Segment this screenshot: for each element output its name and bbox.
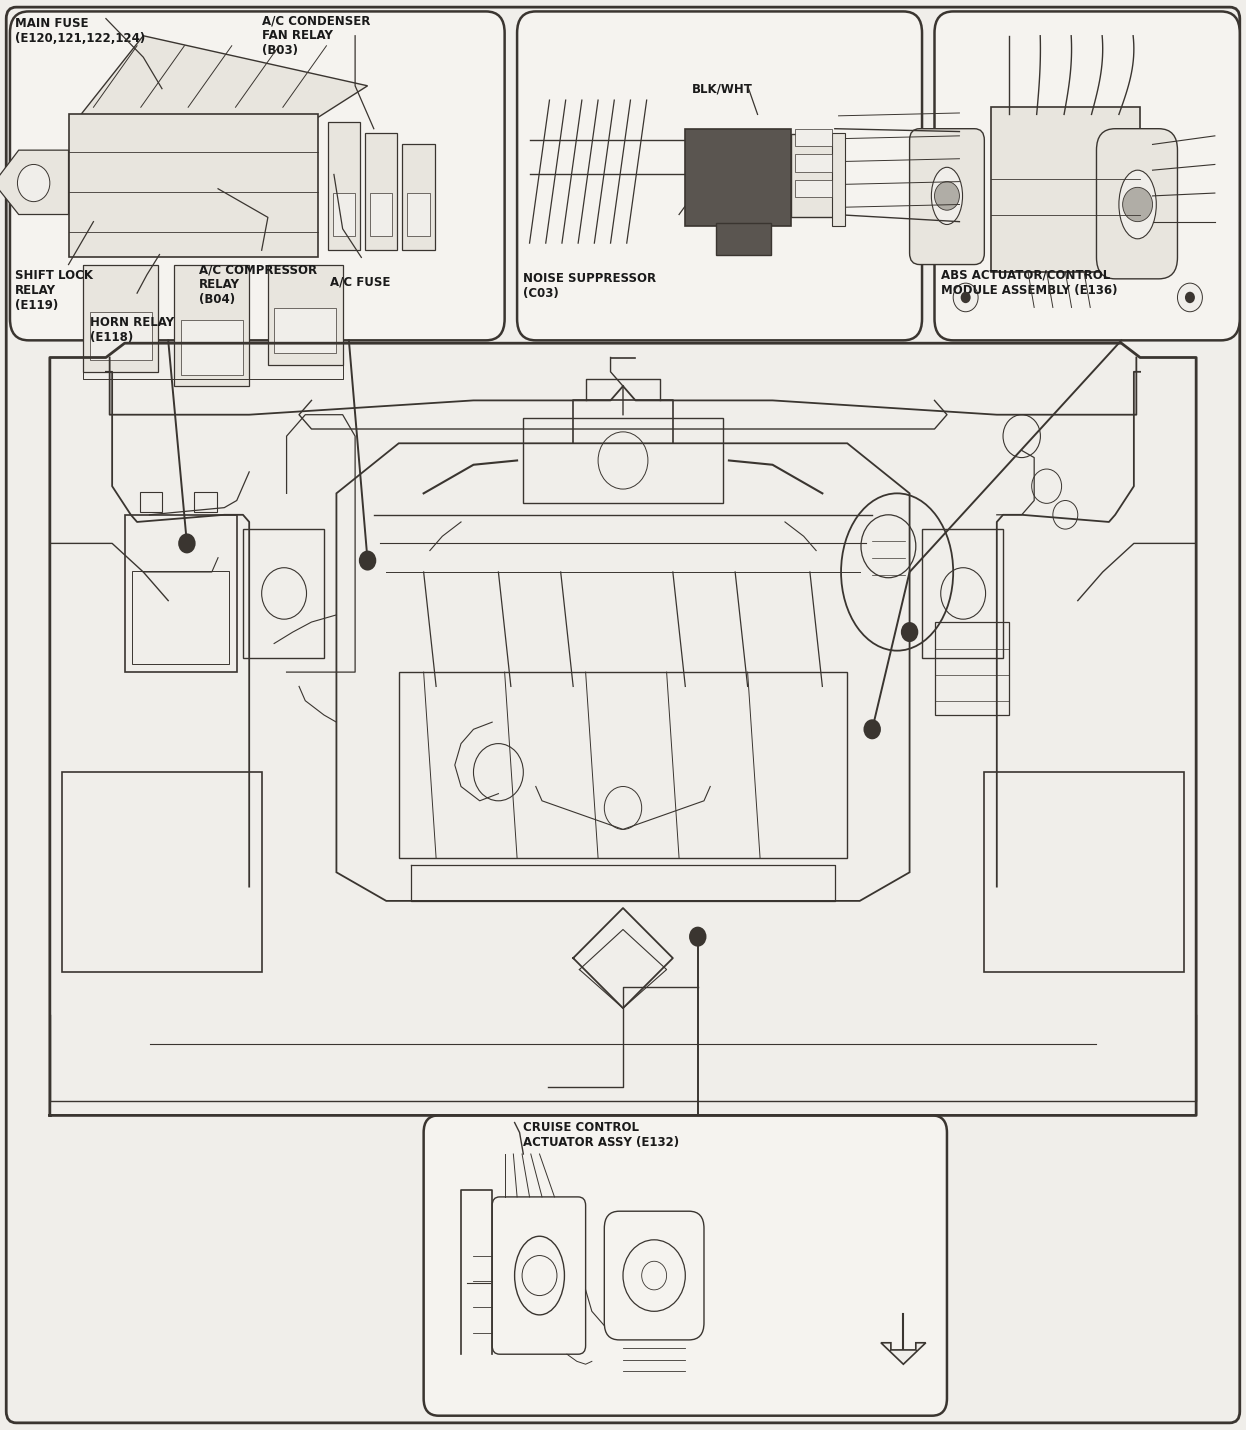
Circle shape <box>17 164 50 202</box>
Text: SHIFT LOCK
RELAY
(E119): SHIFT LOCK RELAY (E119) <box>15 269 93 312</box>
Bar <box>407 193 430 236</box>
Circle shape <box>359 551 376 571</box>
Bar <box>90 312 152 360</box>
Bar <box>365 133 397 250</box>
Circle shape <box>863 719 881 739</box>
Bar <box>934 622 1009 715</box>
FancyBboxPatch shape <box>910 129 984 265</box>
Circle shape <box>934 182 959 210</box>
Bar <box>523 418 723 503</box>
Text: A/C COMPRESSOR
RELAY
(B04): A/C COMPRESSOR RELAY (B04) <box>199 263 318 306</box>
Text: HORN RELAY
(E118): HORN RELAY (E118) <box>90 316 174 345</box>
Bar <box>795 129 832 146</box>
Bar <box>991 107 1140 272</box>
Circle shape <box>961 292 971 303</box>
Text: A/C CONDENSER
FAN RELAY
(B03): A/C CONDENSER FAN RELAY (B03) <box>262 14 370 57</box>
Circle shape <box>1177 283 1202 312</box>
Circle shape <box>689 927 706 947</box>
Text: MAIN FUSE
(E120,121,122,124): MAIN FUSE (E120,121,122,124) <box>15 17 146 46</box>
Bar <box>795 154 832 172</box>
Text: A/C FUSE: A/C FUSE <box>330 276 390 289</box>
Bar <box>194 492 217 512</box>
Circle shape <box>1185 292 1195 303</box>
Bar <box>62 772 262 972</box>
Bar <box>69 114 318 257</box>
FancyBboxPatch shape <box>1096 129 1177 279</box>
FancyBboxPatch shape <box>10 11 505 340</box>
Bar <box>791 134 839 217</box>
Bar <box>370 193 392 236</box>
FancyBboxPatch shape <box>424 1115 947 1416</box>
Bar <box>181 320 243 375</box>
Bar <box>832 133 845 226</box>
Bar <box>243 529 324 658</box>
Bar <box>132 571 229 664</box>
Text: ABS ACTUATOR/CONTROL
MODULE ASSEMBLY (E136): ABS ACTUATOR/CONTROL MODULE ASSEMBLY (E1… <box>941 269 1118 297</box>
Text: BLK: BLK <box>716 172 743 184</box>
Bar <box>328 122 360 250</box>
Ellipse shape <box>1119 170 1156 239</box>
Bar <box>399 672 847 858</box>
Bar <box>795 180 832 197</box>
Polygon shape <box>0 150 69 214</box>
Text: CRUISE CONTROL
ACTUATOR ASSY (E132): CRUISE CONTROL ACTUATOR ASSY (E132) <box>523 1121 679 1150</box>
Bar <box>268 265 343 365</box>
FancyBboxPatch shape <box>934 11 1240 340</box>
Bar <box>274 309 336 353</box>
Bar <box>685 129 791 226</box>
Text: NOISE SUPPRESSOR
(C03): NOISE SUPPRESSOR (C03) <box>523 272 657 300</box>
Polygon shape <box>81 36 368 122</box>
Bar <box>125 515 237 672</box>
Circle shape <box>1123 187 1153 222</box>
FancyBboxPatch shape <box>517 11 922 340</box>
Bar <box>333 193 355 236</box>
Ellipse shape <box>931 167 963 225</box>
Bar <box>402 144 435 250</box>
Bar <box>174 265 249 386</box>
Bar <box>140 492 162 512</box>
Bar <box>922 529 1003 658</box>
Circle shape <box>953 283 978 312</box>
Bar <box>984 772 1184 972</box>
Circle shape <box>901 622 918 642</box>
Text: BLK/WHT: BLK/WHT <box>692 83 753 96</box>
Circle shape <box>178 533 196 553</box>
Polygon shape <box>881 1343 926 1364</box>
Bar <box>716 223 771 255</box>
Bar <box>83 265 158 372</box>
